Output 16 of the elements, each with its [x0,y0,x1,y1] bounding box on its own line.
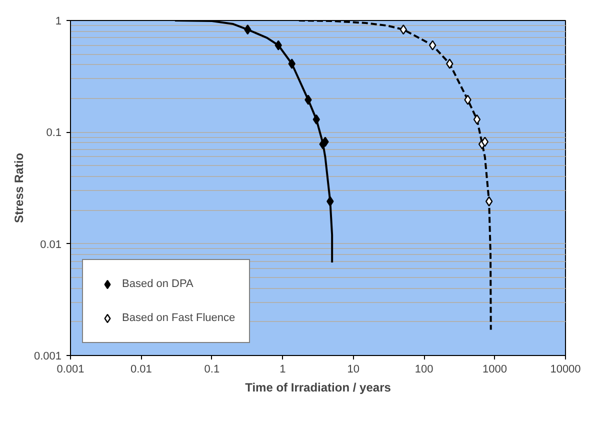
x-tick-label: 0.1 [204,364,220,376]
x-axis-title: Time of Irradiation / years [245,380,392,394]
x-tick-label: 1 [280,364,286,376]
y-tick-label: 0.1 [46,127,62,140]
y-tick-label: 1 [55,16,62,28]
y-tick-label: 0.01 [40,238,62,251]
x-tick-label: 0.001 [56,364,84,376]
legend-label: Based on Fast Fluence [122,312,236,324]
x-tick-label: 1000 [482,364,508,376]
x-tick-label: 0.01 [130,364,152,376]
x-tick-label: 10000 [550,364,581,376]
x-tick-label: 100 [414,364,434,376]
legend-label: Based on DPA [122,278,194,290]
x-tick-label: 10 [347,364,360,376]
y-axis-title: Stress Ratio [12,152,26,224]
y-tick-label: 0.001 [34,350,62,362]
